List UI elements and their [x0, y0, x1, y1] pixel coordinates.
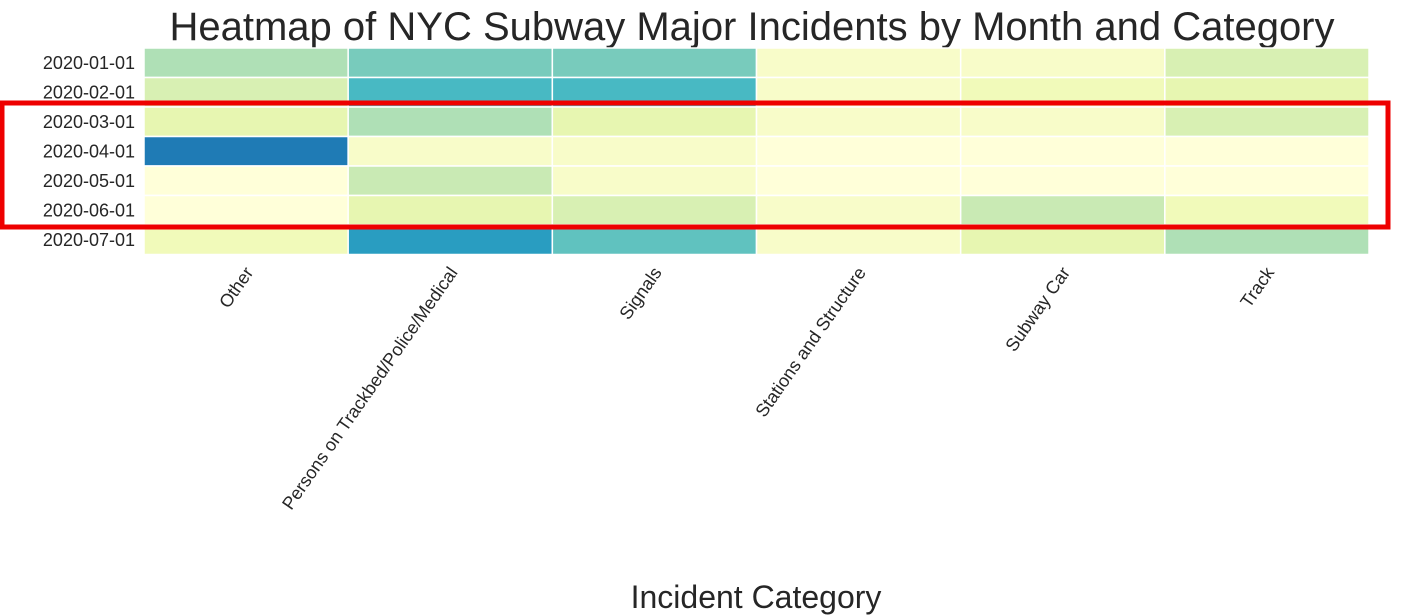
heatmap-cell: [347, 106, 554, 138]
y-tick-label: 2020-04-01: [43, 141, 135, 161]
heatmap-cell: [551, 165, 758, 197]
heatmap-cell: [755, 106, 962, 138]
highlight-box: [0, 100, 1391, 230]
heatmap-cells: [143, 47, 1370, 256]
heatmap-cell: [551, 135, 758, 167]
heatmap-cell: [959, 165, 1166, 197]
x-axis-label: Incident Category: [631, 579, 882, 615]
heatmap-cell: [1164, 194, 1370, 226]
heatmap-cell: [347, 224, 554, 256]
heatmap-cell: [1164, 47, 1370, 79]
heatmap-cell: [959, 194, 1166, 226]
heatmap-cell: [347, 47, 554, 79]
x-tick-label: Track: [1236, 263, 1278, 312]
heatmap-cell: [551, 47, 758, 79]
heatmap-cell: [755, 47, 962, 79]
heatmap-cell: [755, 165, 962, 197]
heatmap-cell: [143, 165, 349, 197]
y-tick-label: 2020-03-01: [43, 112, 135, 132]
heatmap-cell: [551, 106, 758, 138]
heatmap-cell: [755, 224, 962, 256]
heatmap-cell: [551, 224, 758, 256]
highlight-layer: [0, 100, 1391, 230]
x-tick-label: Signals: [615, 263, 665, 323]
heatmap-cell: [347, 194, 554, 226]
heatmap-cell: [143, 194, 349, 226]
heatmap-cell: [755, 135, 962, 167]
heatmap-cell: [755, 194, 962, 226]
x-tick-label: Persons on Trackbed/Police/Medical: [278, 263, 461, 513]
heatmap-cell: [959, 47, 1166, 79]
x-tick-label: Subway Car: [1001, 263, 1074, 355]
y-tick-label: 2020-02-01: [43, 82, 135, 102]
x-axis-tick-labels: Other Persons on Trackbed/Police/Medical S…: [215, 263, 1279, 514]
heatmap-cell: [959, 106, 1166, 138]
heatmap-cell: [347, 135, 554, 167]
heatmap-cell: [143, 224, 349, 256]
heatmap-cell: [1164, 165, 1370, 197]
x-tick-label: Stations and Structure: [751, 263, 870, 420]
heatmap-cell: [551, 194, 758, 226]
y-tick-label: 2020-07-01: [43, 230, 135, 250]
y-tick-label: 2020-06-01: [43, 200, 135, 220]
heatmap-cell: [1164, 224, 1370, 256]
chart-title: Heatmap of NYC Subway Major Incidents by…: [169, 5, 1334, 49]
y-tick-label: 2020-01-01: [43, 53, 135, 73]
heatmap-cell: [1164, 135, 1370, 167]
heatmap-cell: [347, 165, 554, 197]
heatmap-cell: [1164, 106, 1370, 138]
heatmap-cell: [143, 135, 349, 167]
heatmap-cell: [143, 106, 349, 138]
y-axis-tick-labels: 2020-01-01 2020-02-01 2020-03-01 2020-04-01…: [43, 53, 135, 250]
y-tick-label: 2020-05-01: [43, 171, 135, 191]
heatmap-cell: [143, 47, 349, 79]
x-tick-label: Other: [215, 263, 257, 311]
heatmap-cell: [959, 135, 1166, 167]
